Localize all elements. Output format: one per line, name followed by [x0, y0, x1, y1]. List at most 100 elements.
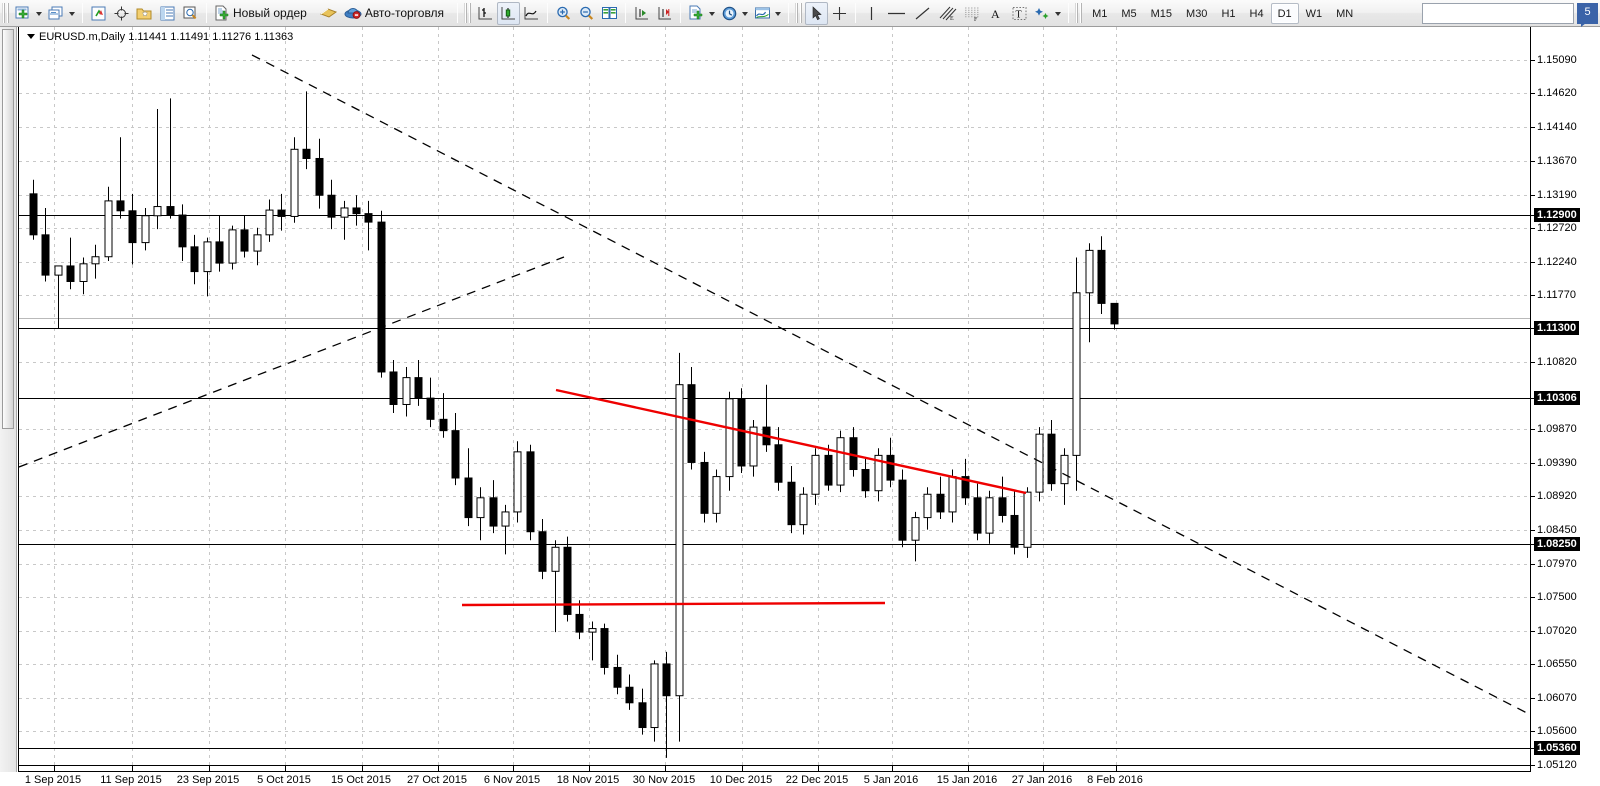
new-chart-icon: [15, 6, 29, 18]
bar-chart-button[interactable]: [474, 2, 497, 25]
data-window-button[interactable]: [110, 2, 133, 25]
chart-menu-triangle-icon[interactable]: [27, 34, 35, 39]
chart-plot-area[interactable]: EURUSD.m,Daily 1.11441 1.11491 1.11276 1…: [18, 27, 1530, 772]
vertical-scrollbar-thumb[interactable]: [2, 29, 14, 429]
timeframe-group: M1 M5 M15 M30 H1 H4 D1 W1 MN: [1085, 2, 1360, 24]
price-tick: [1531, 765, 1535, 766]
svg-text:E: E: [950, 16, 954, 22]
autotrading-button[interactable]: Авто-торговля: [341, 2, 453, 25]
toolbar-grip[interactable]: [2, 3, 9, 23]
chart-shift-button[interactable]: [653, 2, 676, 25]
terminal-button[interactable]: [156, 2, 179, 25]
autoscroll-button[interactable]: [630, 2, 653, 25]
timeframe-h1-button[interactable]: H1: [1221, 7, 1236, 20]
price-axis[interactable]: 1.15090 1.14620 1.14140 1.13670 1.13190 1.129…: [1530, 27, 1600, 772]
price-axis-label: 1.13190: [1537, 188, 1577, 201]
timeframe-w1-button[interactable]: W1: [1305, 7, 1323, 20]
toolbar-separator-2: [206, 3, 207, 23]
trendline-button[interactable]: [910, 2, 935, 25]
price-tick: [1531, 496, 1535, 497]
price-tick: [1531, 362, 1535, 363]
price-axis-label: 1.10820: [1537, 356, 1577, 369]
period-clock-icon: [722, 6, 737, 20]
line-chart-icon: [524, 6, 539, 19]
price-level-label: 1.08250: [1534, 536, 1580, 551]
new-order-label: Новый ордер: [233, 6, 307, 20]
timeframe-d1-button[interactable]: D1: [1270, 2, 1299, 24]
shapes-dropdown-caret[interactable]: [1055, 12, 1062, 16]
zoom-out-icon: [580, 6, 594, 20]
chart-shift-icon: [658, 6, 672, 19]
price-tick: [1531, 463, 1535, 464]
time-axis[interactable]: [18, 765, 1530, 772]
chart-profiles-button[interactable]: [45, 2, 68, 25]
navigator-button[interactable]: [133, 2, 156, 25]
vertical-line-button[interactable]: [860, 2, 883, 25]
toolbar-separator-4: [547, 3, 549, 23]
market-watch-button[interactable]: [87, 2, 110, 25]
time-axis-label: 23 Sep 2015: [176, 774, 240, 786]
price-tick: [1531, 698, 1535, 699]
toolbar-grip-3[interactable]: [795, 3, 803, 23]
new-chart-button[interactable]: [12, 2, 35, 25]
timeframe-m1-button[interactable]: M1: [1092, 7, 1108, 20]
period-dropdown-caret[interactable]: [742, 12, 749, 16]
navigator-folder-icon: [136, 8, 152, 19]
terminal-list-icon: [160, 6, 175, 20]
indicators-button[interactable]: [751, 2, 774, 25]
horizontal-line-button[interactable]: [883, 2, 910, 25]
profiles-dropdown-caret[interactable]: [69, 12, 75, 16]
price-level-label: 1.05360: [1534, 741, 1580, 756]
chart-title-label: EURUSD.m,Daily 1.11441 1.11491 1.11276 1…: [27, 31, 293, 43]
metaeditor-button[interactable]: [316, 2, 341, 25]
toolbar-grip-2[interactable]: [464, 3, 472, 23]
price-tick: [1531, 544, 1535, 545]
timeframe-m30-button[interactable]: M30: [1186, 7, 1208, 20]
svg-text:F: F: [974, 17, 978, 22]
autoscroll-icon: [635, 6, 649, 19]
candlestick-chart-button[interactable]: [497, 1, 521, 25]
cursor-button[interactable]: [805, 1, 829, 25]
timeframe-mn-button[interactable]: MN: [1336, 7, 1354, 20]
trendline-icon: [915, 7, 930, 19]
time-axis-label: 15 Jan 2016: [936, 774, 998, 786]
fibonacci-button[interactable]: F: [960, 2, 985, 25]
vertical-scrollbar[interactable]: [0, 27, 17, 772]
timeframe-m15-button[interactable]: M15: [1150, 7, 1173, 20]
notification-badge[interactable]: 5: [1577, 3, 1598, 27]
toolbar-grip-4[interactable]: [1075, 3, 1083, 23]
new-order-button[interactable]: Новый ордер: [211, 2, 316, 25]
market-watch-icon: [91, 6, 106, 20]
shapes-button[interactable]: [1031, 2, 1054, 25]
zoom-in-button[interactable]: [552, 2, 575, 25]
svg-text:A: A: [991, 7, 1000, 21]
price-axis-label: 1.12720: [1537, 221, 1577, 234]
text-box-button[interactable]: T: [1008, 2, 1031, 25]
templates-button[interactable]: [685, 2, 708, 25]
search-box[interactable]: [1422, 3, 1574, 24]
search-input[interactable]: [1423, 5, 1571, 22]
price-tick: [1531, 664, 1535, 665]
indicators-dropdown-caret[interactable]: [775, 12, 782, 16]
strategy-tester-button[interactable]: [179, 2, 202, 25]
toolbar-separator-7: [788, 3, 790, 23]
price-tick: [1531, 262, 1535, 263]
time-axis-label: 27 Jan 2016: [1011, 774, 1073, 786]
new-chart-dropdown-caret[interactable]: [36, 12, 42, 16]
price-axis-label: 1.05120: [1537, 759, 1577, 771]
tile-windows-button[interactable]: [598, 2, 621, 25]
crosshair-button[interactable]: [828, 2, 851, 25]
price-axis-label: 1.06070: [1537, 691, 1577, 704]
period-button[interactable]: [718, 2, 741, 25]
timeframe-m5-button[interactable]: M5: [1121, 7, 1137, 20]
price-level-label: 1.10306: [1534, 391, 1580, 406]
zoom-out-button[interactable]: [575, 2, 598, 25]
templates-dropdown-caret[interactable]: [709, 12, 716, 16]
text-label-button[interactable]: A: [985, 2, 1008, 25]
vertical-line-icon: [870, 6, 873, 20]
timeframe-h4-button[interactable]: H4: [1249, 7, 1264, 20]
price-tick: [1531, 161, 1535, 162]
line-chart-button[interactable]: [520, 2, 543, 25]
equidistant-channel-button[interactable]: E: [935, 2, 960, 25]
price-level-label: 1.11300: [1534, 321, 1580, 336]
